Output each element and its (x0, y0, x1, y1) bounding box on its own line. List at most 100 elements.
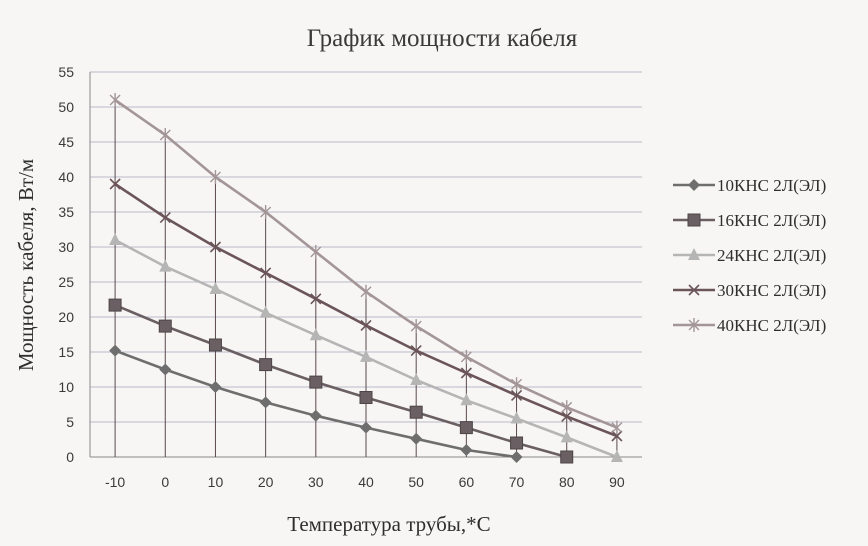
data-point (560, 430, 573, 443)
series (109, 344, 523, 463)
legend-item: 30КНС 2Л(ЭЛ) (673, 281, 826, 300)
data-point (360, 421, 372, 434)
series (109, 93, 623, 435)
x-tick-label: 60 (459, 474, 475, 490)
data-point (611, 420, 623, 435)
data-point (159, 212, 171, 224)
legend-label: 10КНС 2Л(ЭЛ) (717, 176, 826, 195)
data-point (510, 389, 523, 401)
y-tick-label: 10 (58, 379, 74, 395)
data-point (209, 241, 222, 253)
data-point (259, 305, 272, 318)
data-point (410, 345, 422, 357)
y-tick-label: 5 (66, 414, 74, 430)
data-point (688, 179, 700, 191)
y-tick-label: 30 (58, 239, 74, 255)
data-point (561, 410, 573, 422)
data-point (410, 373, 423, 385)
legend-label: 24КНС 2Л(ЭЛ) (717, 246, 826, 265)
legend-label: 40КНС 2Л(ЭЛ) (717, 316, 826, 335)
data-point (159, 363, 172, 376)
data-point (360, 284, 372, 299)
x-tick-label: 20 (258, 474, 274, 490)
y-tick-label: 0 (66, 449, 74, 465)
data-point (688, 284, 700, 296)
y-tick-label: 50 (58, 99, 74, 115)
series (109, 233, 623, 462)
legend-item: 10КНС 2Л(ЭЛ) (673, 176, 826, 195)
data-point (410, 319, 422, 334)
x-tick-label: 10 (208, 474, 224, 490)
data-point (611, 430, 623, 442)
data-point (459, 421, 473, 435)
data-point (310, 244, 322, 259)
series (108, 298, 574, 464)
x-tick-label: 40 (358, 474, 374, 490)
x-tick-label: 80 (559, 474, 575, 490)
data-point (309, 409, 322, 422)
data-point (610, 450, 623, 462)
data-point (687, 213, 701, 227)
data-point (410, 432, 423, 445)
y-tick-label: 55 (58, 64, 74, 80)
data-point (510, 451, 523, 463)
data-point (510, 411, 523, 424)
data-point (561, 400, 573, 415)
series-lines (108, 93, 623, 464)
data-point (460, 444, 473, 456)
data-point (510, 436, 524, 450)
data-point (209, 381, 222, 393)
data-point (560, 450, 574, 464)
data-point (460, 367, 472, 379)
data-point (259, 396, 272, 409)
data-point (260, 205, 272, 219)
data-point (159, 259, 172, 272)
data-point (260, 267, 272, 279)
data-point (360, 349, 372, 362)
x-tick-label: -10 (105, 474, 125, 490)
legend-item: 24КНС 2Л(ЭЛ) (673, 246, 826, 265)
y-axis-ticks: 0 5 10 15 20 25 30 35 40 45 50 55 (58, 64, 74, 465)
data-point (688, 248, 700, 260)
x-tick-label: 0 (161, 474, 169, 490)
data-point (360, 319, 372, 331)
data-point (209, 170, 221, 184)
data-point (460, 349, 472, 364)
chart-title: График мощности кабеля (307, 25, 578, 52)
data-point (259, 358, 273, 372)
data-point (309, 328, 322, 341)
data-point (359, 391, 373, 404)
x-tick-label: 30 (308, 474, 324, 490)
data-point (511, 377, 523, 392)
data-point (688, 318, 700, 332)
y-tick-label: 40 (58, 169, 74, 185)
x-tick-label: 90 (609, 474, 625, 490)
data-point (209, 282, 222, 294)
y-tick-label: 35 (58, 204, 74, 220)
legend-item: 40КНС 2Л(ЭЛ) (673, 316, 826, 335)
legend: 10КНС 2Л(ЭЛ) 16КНС 2Л(ЭЛ) 24КНС 2Л(ЭЛ) 30КН… (673, 176, 826, 335)
y-tick-label: 45 (58, 134, 74, 150)
x-tick-label: 70 (509, 474, 525, 490)
x-tick-label: 50 (408, 474, 424, 490)
series-line (114, 303, 568, 459)
data-point (310, 293, 322, 305)
legend-label: 16КНС 2Л(ЭЛ) (717, 211, 826, 230)
data-point (460, 393, 473, 406)
y-axis-label: Мощность кабеля, Вт/м (14, 159, 38, 371)
data-point (409, 405, 423, 419)
data-point (159, 128, 171, 142)
data-point (309, 375, 323, 389)
x-axis-label: Температура трубы,*С (287, 512, 490, 536)
y-tick-label: 25 (58, 274, 74, 290)
y-tick-label: 15 (58, 344, 74, 360)
data-point (109, 93, 121, 107)
legend-item: 16КНС 2Л(ЭЛ) (673, 211, 826, 230)
data-point (108, 298, 122, 312)
y-tick-label: 20 (58, 309, 74, 325)
x-axis-ticks: -10 0 10 20 30 40 50 60 70 80 90 (105, 474, 625, 490)
data-point (109, 344, 122, 357)
legend-label: 30КНС 2Л(ЭЛ) (717, 281, 826, 300)
data-point (109, 178, 121, 190)
